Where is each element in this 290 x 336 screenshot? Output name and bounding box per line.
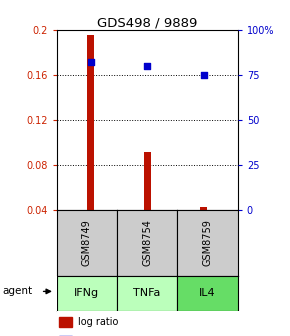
Text: GSM8759: GSM8759: [203, 219, 213, 266]
Point: [145, 64, 150, 69]
Text: TNFa: TNFa: [133, 288, 161, 298]
Text: agent: agent: [3, 286, 33, 296]
Bar: [87, 35, 94, 210]
Text: GSM8754: GSM8754: [142, 219, 152, 266]
Text: IL4: IL4: [199, 288, 216, 298]
Bar: [144, 152, 151, 210]
Text: IFNg: IFNg: [74, 288, 99, 298]
Point: [202, 73, 206, 78]
Title: GDS498 / 9889: GDS498 / 9889: [97, 16, 197, 29]
Text: GSM8749: GSM8749: [82, 219, 92, 266]
Bar: [200, 207, 207, 210]
Point: [88, 59, 93, 65]
Bar: [59, 317, 72, 327]
Text: log ratio: log ratio: [77, 317, 118, 327]
